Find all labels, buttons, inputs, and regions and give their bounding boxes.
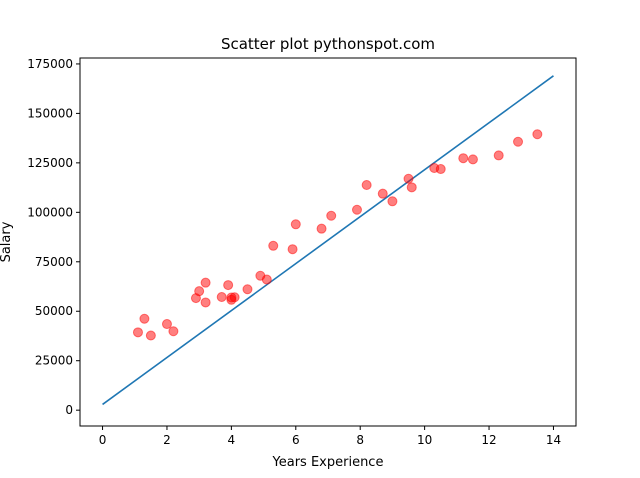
scatter-point — [242, 284, 253, 295]
scatter-point — [223, 280, 234, 291]
x-tick-label: 10 — [417, 433, 432, 447]
y-tick-label: 75000 — [35, 255, 73, 269]
x-tick-label: 4 — [228, 433, 236, 447]
scatter-point — [168, 326, 179, 337]
y-tick-label: 150000 — [27, 106, 73, 120]
x-tick-label: 14 — [546, 433, 561, 447]
scatter-point — [161, 319, 172, 330]
x-tick-label: 2 — [163, 433, 171, 447]
scatter-point — [458, 153, 469, 164]
y-tick-label: 25000 — [35, 354, 73, 368]
scatter-point — [268, 240, 279, 251]
scatter-point — [406, 182, 417, 193]
y-tick-label: 175000 — [27, 57, 73, 71]
scatter-point — [435, 164, 446, 175]
scatter-point — [351, 204, 362, 215]
x-tick-label: 6 — [292, 433, 300, 447]
y-tick-label: 100000 — [27, 205, 73, 219]
scatter-point — [403, 173, 414, 184]
x-tick-label: 0 — [99, 433, 107, 447]
scatter-point — [290, 219, 301, 230]
scatter-point — [467, 154, 478, 165]
y-tick-label: 50000 — [35, 304, 73, 318]
y-tick-label: 0 — [65, 403, 73, 417]
plot-area — [102, 75, 554, 406]
y-axis-title: Salary — [0, 221, 14, 262]
scatter-point — [377, 188, 388, 199]
chart-title: Scatter plot pythonspot.com — [221, 35, 435, 53]
scatter-point — [532, 129, 543, 140]
y-axis: 0 25000 50000 75000 100000 125000 150000 175000 — [27, 57, 80, 417]
scatter-point — [493, 150, 504, 161]
scatter-point — [261, 274, 272, 285]
scatter-point — [513, 136, 524, 147]
scatter-point — [132, 327, 143, 338]
plot-frame — [79, 57, 577, 427]
scatter-point — [139, 313, 150, 324]
regression-line — [102, 75, 554, 406]
x-axis-title: Years Experience — [272, 455, 384, 470]
x-tick-label: 12 — [481, 433, 496, 447]
scatter-point — [216, 292, 227, 303]
scatter-point — [387, 196, 398, 207]
scatter-point — [287, 244, 298, 255]
y-tick-label: 125000 — [27, 156, 73, 170]
scatter-point — [361, 179, 372, 190]
x-tick-label: 8 — [356, 433, 364, 447]
scatter-point — [229, 292, 240, 303]
scatter-point — [326, 210, 337, 221]
scatter-point — [145, 330, 156, 341]
scatter-point — [200, 297, 211, 308]
scatter-point — [194, 286, 205, 297]
scatter-point — [316, 223, 327, 234]
scatter-point — [200, 277, 211, 288]
x-axis: 0 2 4 6 8 10 12 14 — [99, 426, 561, 447]
